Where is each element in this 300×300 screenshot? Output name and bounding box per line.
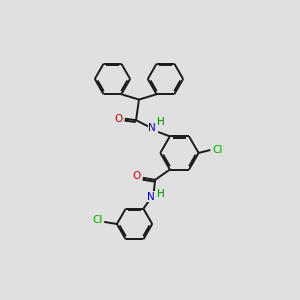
Text: O: O [114,114,122,124]
Text: Cl: Cl [212,145,222,155]
Text: O: O [132,171,140,181]
Text: N: N [148,122,156,133]
Text: Cl: Cl [92,215,102,226]
Text: H: H [157,117,165,127]
Text: N: N [147,192,154,202]
Text: H: H [157,189,164,199]
